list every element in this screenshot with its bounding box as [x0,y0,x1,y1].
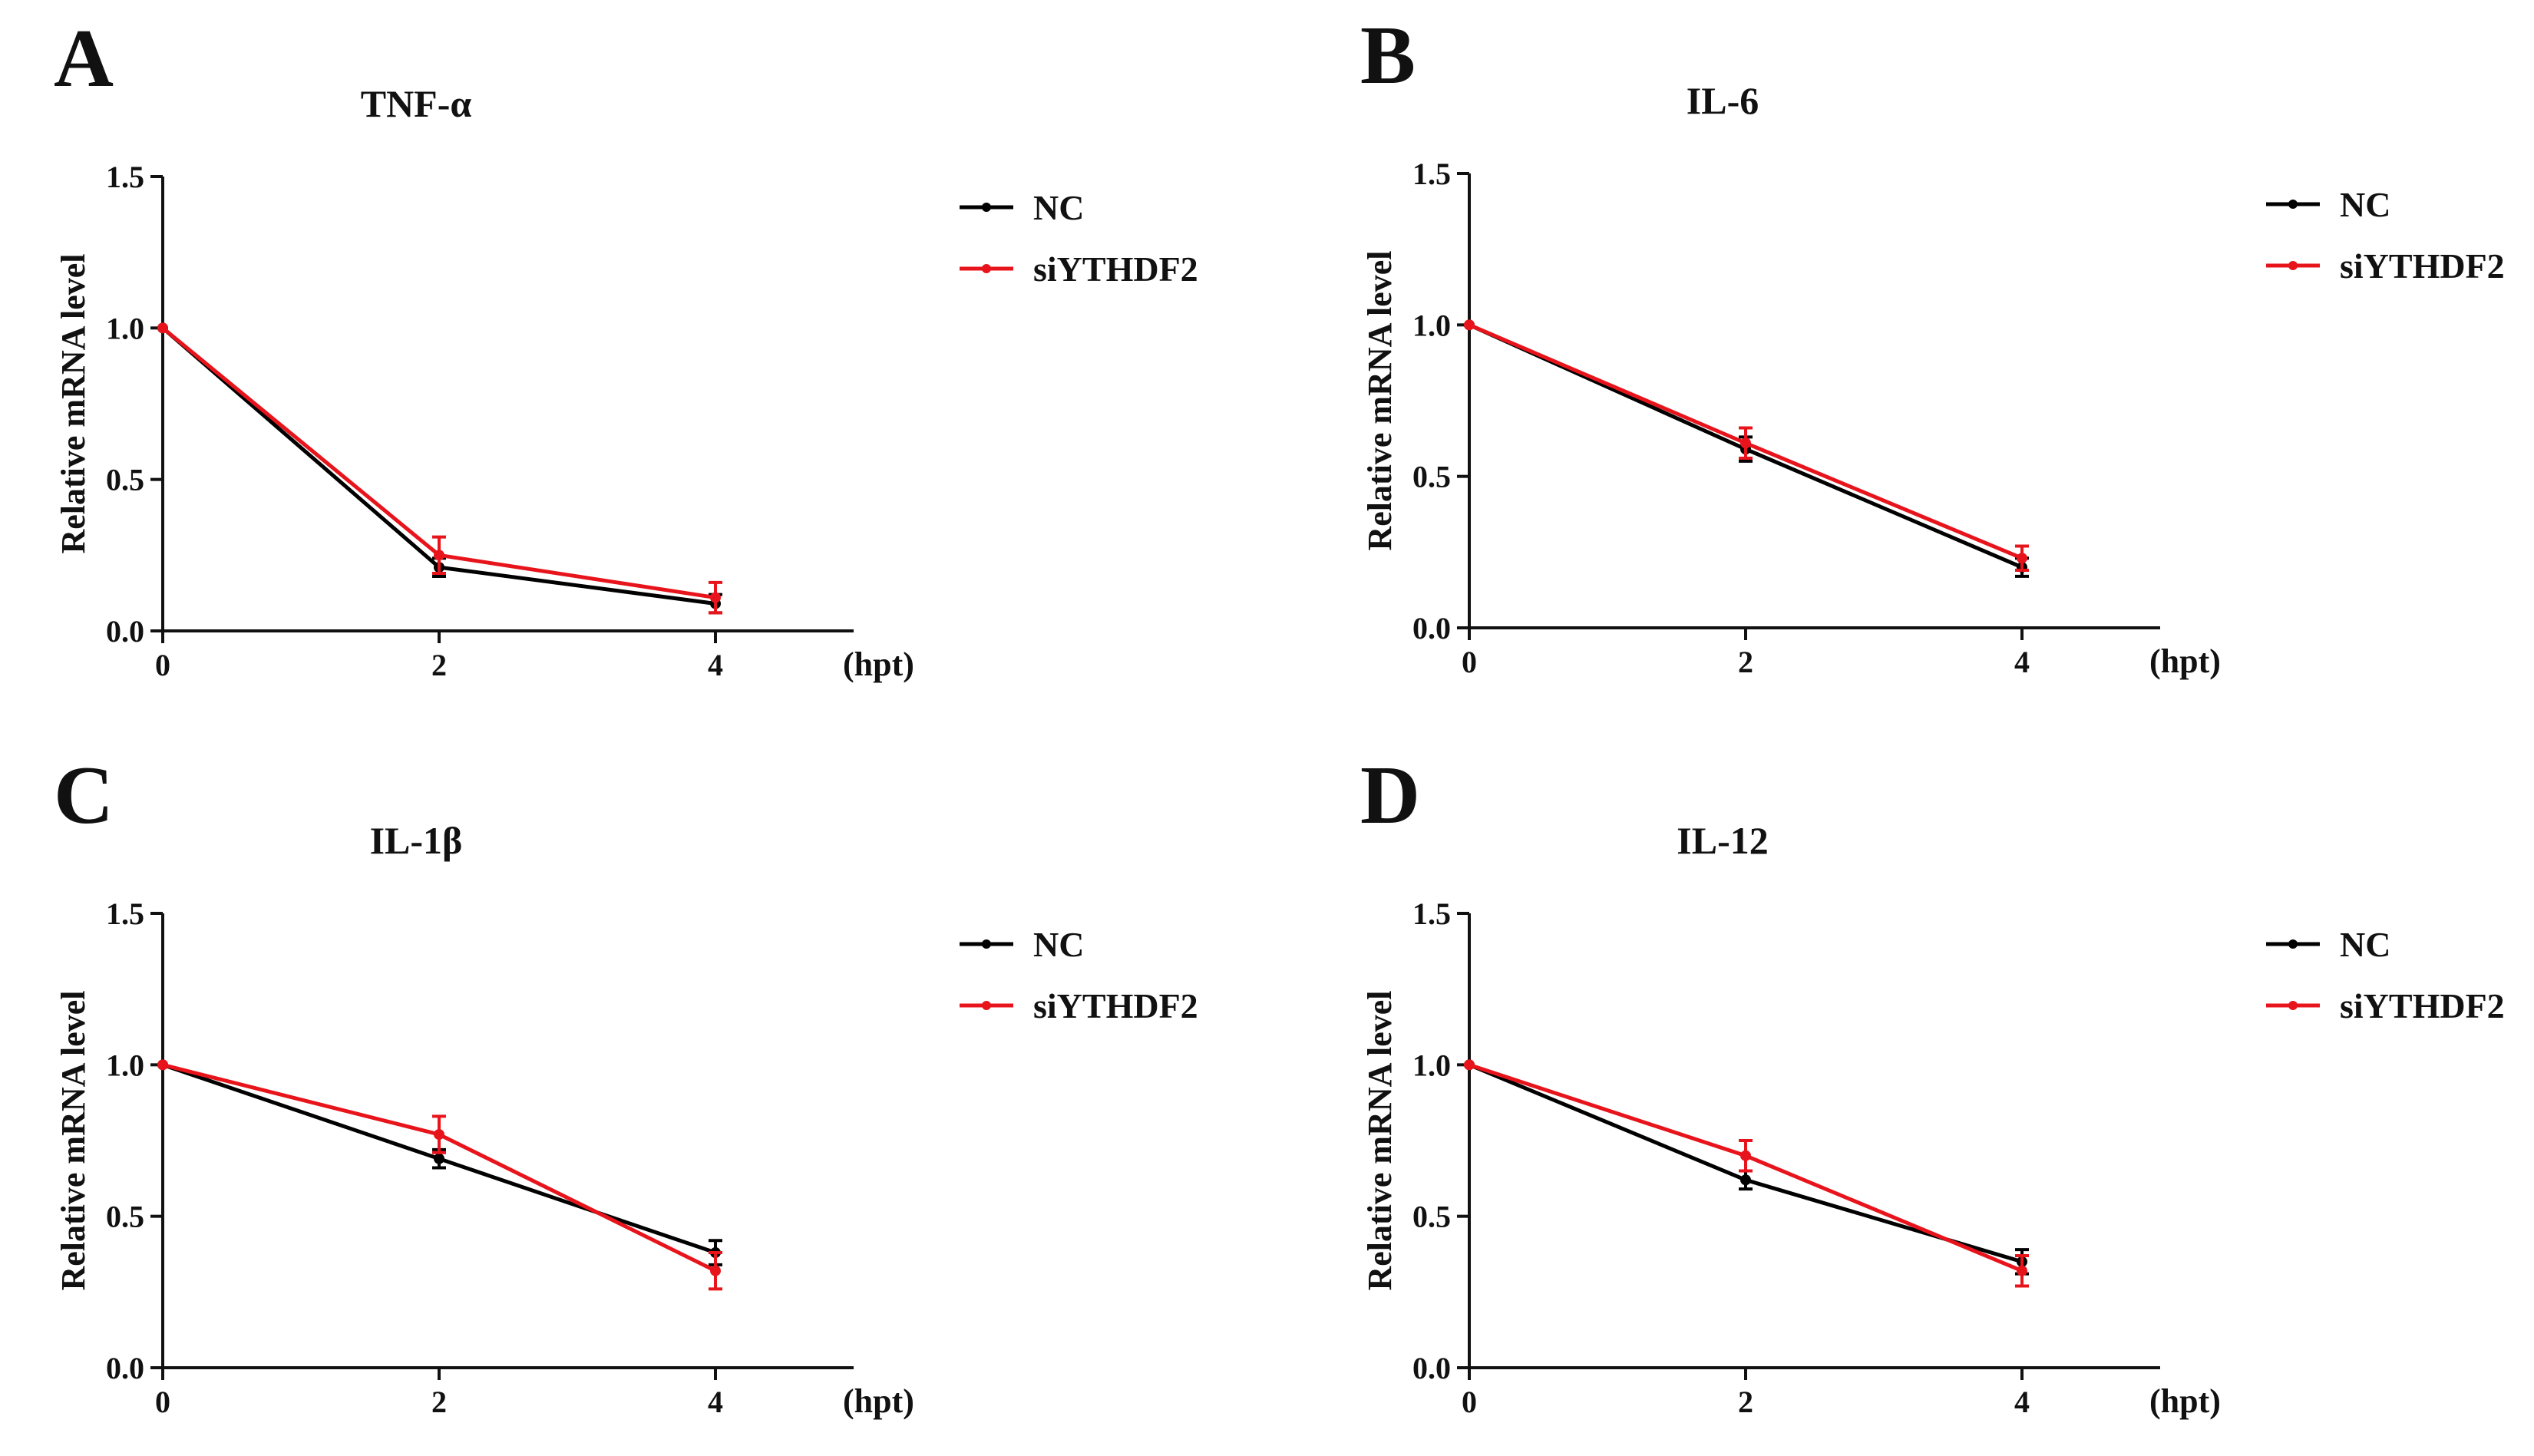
x-tick-label: 4 [2014,645,2030,679]
chart-title: IL-12 [1677,819,1768,862]
legend-label: NC [2340,925,2390,964]
y-tick-label: 0.0 [106,614,144,649]
panel-letter: D [1360,750,1420,841]
legend-label: NC [1033,925,1084,964]
panel-letter: A [54,13,114,104]
y-axis-label: Relative mRNA level [55,254,92,554]
legend-marker [2288,261,2298,270]
y-axis-label: Relative mRNA level [1361,251,1399,551]
data-point-siythdf2 [157,1059,168,1071]
x-tick-label: 4 [2014,1385,2030,1419]
y-tick-label: 1.5 [1412,896,1451,931]
legend-marker [2288,939,2298,949]
y-tick-label: 0.0 [106,1351,144,1385]
legend-marker [982,939,991,949]
y-tick-label: 1.5 [106,896,144,931]
data-point-siythdf2 [157,322,168,334]
legend-label: NC [1033,188,1084,227]
y-axis-label: Relative mRNA level [55,991,92,1291]
legend-marker [2288,200,2298,209]
data-point-siythdf2 [710,1265,721,1276]
legend-label: siYTHDF2 [2340,986,2505,1025]
panel-letter: B [1360,10,1416,101]
x-axis-label: (hpt) [843,645,914,683]
data-point-siythdf2 [434,550,444,561]
legend-marker [982,203,991,212]
data-point-siythdf2 [1740,437,1751,449]
panel-c: C IL-1β 0.0 0.5 1.0 1.5 0 2 4 (hpt) Relative mRNA … [54,750,1198,1420]
chart-title: IL-6 [1687,79,1759,122]
legend-label: siYTHDF2 [2340,246,2505,286]
chart-title: TNF-α [361,82,472,125]
x-tick-label: 2 [431,1385,447,1419]
x-tick-label: 0 [155,648,170,682]
panel-letter: C [54,750,114,841]
legend-marker [982,1001,991,1010]
data-point-siythdf2 [2017,553,2027,564]
y-tick-label: 1.0 [1412,1048,1451,1082]
x-tick-label: 0 [155,1385,170,1419]
y-tick-label: 0.5 [106,1200,144,1234]
y-tick-label: 1.0 [106,1048,144,1082]
data-point-siythdf2 [1464,319,1475,331]
y-tick-label: 0.5 [1412,1200,1451,1234]
x-tick-label: 4 [708,648,723,682]
data-point-siythdf2 [434,1129,444,1141]
data-point-siythdf2 [1464,1059,1475,1071]
data-point-siythdf2 [2017,1265,2027,1276]
x-axis-label: (hpt) [2149,1382,2221,1420]
x-tick-label: 0 [1462,645,1477,679]
x-tick-label: 2 [1738,645,1753,679]
x-axis-label: (hpt) [2149,642,2221,680]
y-axis-label: Relative mRNA level [1361,991,1399,1291]
chart-title: IL-1β [370,819,463,862]
y-tick-label: 0.5 [106,463,144,497]
y-tick-label: 1.0 [1412,308,1451,342]
x-tick-label: 4 [708,1385,723,1419]
y-tick-label: 1.5 [106,160,144,194]
legend-label: siYTHDF2 [1033,986,1198,1025]
x-tick-label: 2 [431,648,447,682]
data-point-siythdf2 [710,592,721,603]
legend-marker [982,264,991,273]
panel-b: B IL-6 0.0 0.5 1.0 1.5 0 2 4 (hpt) Relative mRNA l… [1360,10,2505,680]
legend-label: NC [2340,185,2390,224]
x-tick-label: 2 [1738,1385,1753,1419]
data-point-nc [434,1153,444,1164]
legend-label: siYTHDF2 [1033,249,1198,289]
y-tick-label: 1.0 [106,311,144,345]
data-point-nc [1740,1174,1751,1186]
x-tick-label: 0 [1462,1385,1477,1419]
legend-marker [2288,1001,2298,1010]
panel-d: D IL-12 0.0 0.5 1.0 1.5 0 2 4 (hpt) Relative mRNA … [1360,750,2505,1420]
panel-a: A TNF-α 0.0 0.5 1.0 1.5 0 2 4 (hpt) Relative mRNA … [54,13,1198,683]
y-tick-label: 0.0 [1412,1351,1451,1385]
y-tick-label: 1.5 [1412,157,1451,191]
x-axis-label: (hpt) [843,1382,914,1420]
data-point-siythdf2 [1740,1150,1751,1161]
y-tick-label: 0.0 [1412,611,1451,645]
y-tick-label: 0.5 [1412,460,1451,494]
